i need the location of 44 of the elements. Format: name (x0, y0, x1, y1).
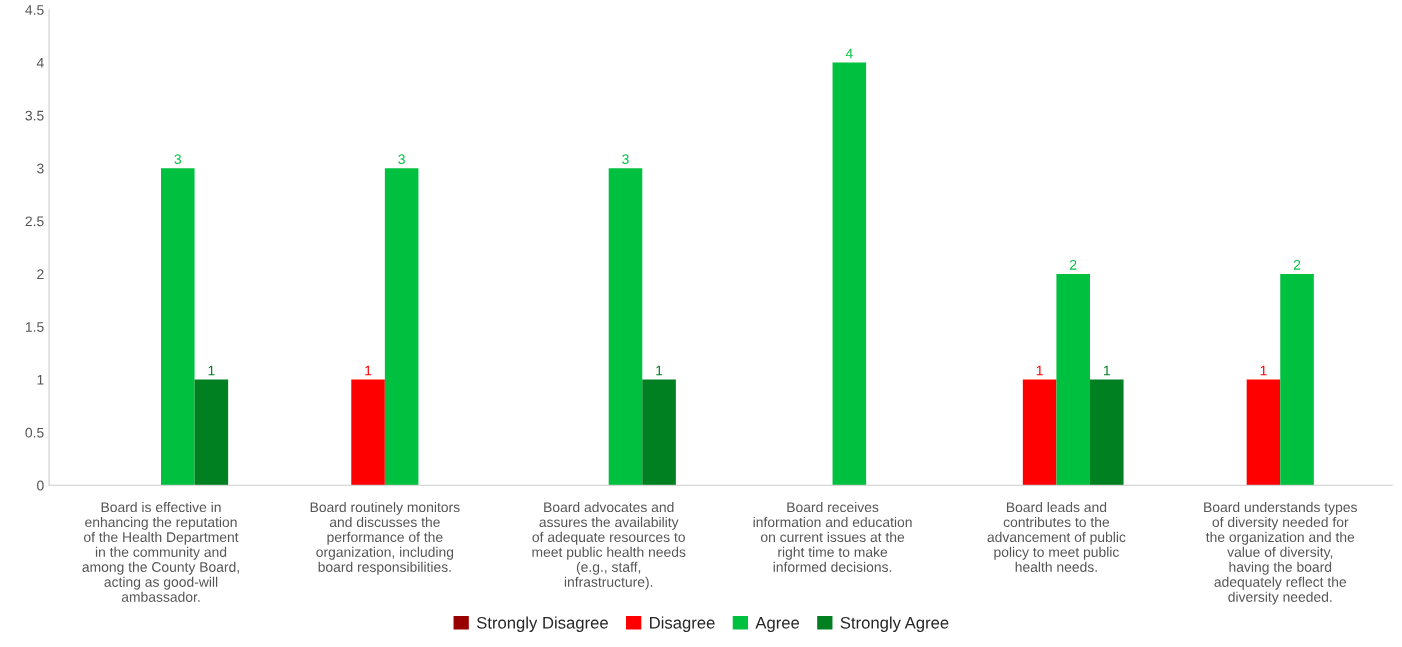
x-tick-label: Board advocates and assures the availability of adequate resources to meet public health needs (e.g., staff, infrastructure). (532, 501, 686, 590)
y-tick-label: 4.5 (25, 5, 44, 15)
data-label: 1 (365, 365, 372, 376)
y-tick-label: 1.5 (25, 322, 44, 332)
y-tick-label: 0.5 (25, 427, 44, 438)
x-tick-label: Board leads and contributes to the advancement of public policy to meet public health needs. (987, 501, 1126, 572)
data-label: 4 (845, 48, 853, 59)
data-label: 1 (1103, 365, 1110, 376)
legend-label: Strongly Disagree (476, 616, 608, 632)
data-label: 1 (1036, 365, 1043, 376)
data-label: 3 (622, 154, 629, 165)
x-tick-label: Board routinely monitors and discusses the performance of the organization, including board responsibilities. (310, 501, 460, 575)
y-tick-label: 3.5 (25, 110, 44, 121)
y-tick-label: 0 (37, 480, 44, 491)
data-label: 1 (208, 365, 215, 376)
x-tick-label: Board is effective in enhancing the reputation of the Health Department in the community and among the County Board, acting as good-will ambassador. (82, 501, 239, 602)
data-label: 2 (1070, 259, 1077, 270)
bar (194, 379, 229, 486)
bar (1056, 273, 1090, 486)
data-label: 3 (174, 154, 182, 165)
legend-label: Agree (755, 617, 800, 632)
bar (1022, 379, 1057, 486)
data-label: 1 (1260, 365, 1267, 376)
y-tick-label: 4 (36, 58, 44, 68)
bar (351, 379, 385, 486)
legend-label: Disagree (650, 616, 715, 632)
bar (161, 168, 195, 486)
bar (1280, 273, 1314, 486)
data-label: 3 (398, 154, 405, 165)
bar (832, 62, 867, 486)
legend-label: Strongly Agree (840, 616, 949, 632)
x-tick-label: Board understands types of diversity needed for the organization and the value of diversity, having the board adequately reflect the diversity needed. (1204, 501, 1357, 605)
bar (642, 379, 676, 486)
data-label: 1 (656, 365, 663, 376)
bar (608, 168, 643, 486)
bar (384, 168, 419, 486)
x-tick-label: Board receives information and education on current issues at the right time to make informed decisions. (753, 501, 912, 572)
y-tick-label: 2.5 (25, 216, 44, 227)
bar (1089, 379, 1124, 486)
data-label: 2 (1293, 259, 1301, 270)
y-tick-label: 3 (37, 163, 44, 174)
y-tick-label: 1 (37, 375, 44, 385)
bar (1246, 379, 1281, 486)
y-tick-label: 2 (37, 269, 44, 279)
